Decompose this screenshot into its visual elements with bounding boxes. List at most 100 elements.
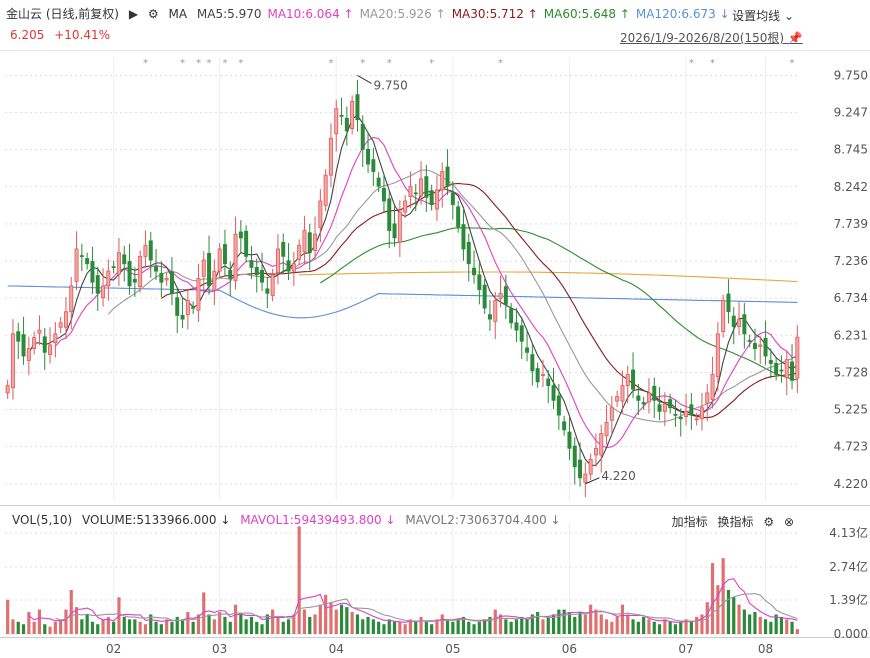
candle-body (413, 192, 418, 195)
volume-bar (419, 616, 423, 634)
volume-bar (536, 611, 540, 634)
candle-body (42, 336, 47, 353)
volume-bar (302, 609, 307, 634)
candle-body (201, 259, 206, 277)
candle-body (615, 396, 620, 402)
ma-settings-button[interactable]: 设置均线 ⌄ (732, 9, 794, 23)
candle-body (101, 285, 106, 299)
candle-body (281, 241, 286, 257)
volume-bar (48, 626, 52, 634)
ma-value-2: MA20:5.926 ↑ (359, 7, 446, 21)
candle-body (578, 459, 583, 479)
volume-bar (461, 616, 466, 634)
candle-body (699, 407, 704, 420)
candle-body (85, 258, 90, 265)
stock-name[interactable]: 金山云 (日线,前复权) (6, 7, 119, 21)
volume-bar (748, 614, 752, 634)
candle-body (212, 270, 217, 291)
candle-body (196, 278, 201, 311)
pin-icon[interactable]: 📌 (787, 31, 803, 45)
price-tick-label: 5.728 (834, 365, 868, 379)
event-marker: * (498, 58, 503, 69)
candle-body (122, 254, 127, 265)
candle-body (710, 374, 715, 400)
volume-bar (599, 614, 603, 634)
volume-bar (74, 607, 79, 634)
volume-bar (276, 616, 280, 634)
candle-body (657, 404, 662, 412)
volume-bar (382, 624, 386, 634)
volume-bar (620, 604, 625, 634)
candle-body (265, 288, 270, 294)
volume-bar (138, 621, 142, 634)
change-indicator-button[interactable]: 换指标 (717, 515, 754, 529)
volume-bar (361, 619, 365, 634)
candle-body (556, 395, 561, 416)
volume-bar (763, 619, 768, 634)
play-icon[interactable]: ▶ (128, 7, 139, 21)
candle-body (48, 344, 53, 355)
candle-body (646, 392, 651, 403)
candle-body (450, 192, 455, 206)
volume-bar (557, 609, 561, 634)
volume-bar (753, 611, 757, 634)
candle-body (10, 333, 15, 389)
candle-body (58, 322, 63, 328)
gear-icon[interactable]: ⚙ (147, 7, 159, 21)
volume-bar (345, 607, 349, 634)
candle-body (466, 241, 471, 265)
candle-body (737, 318, 742, 327)
candle-body (535, 368, 540, 383)
chevron-down-icon: ⌄ (783, 9, 794, 23)
volume-bar (255, 621, 259, 634)
vol-label[interactable]: VOL(5,10) (12, 513, 73, 527)
volume-bar (27, 611, 31, 634)
gear-icon[interactable]: ⚙ (763, 515, 775, 529)
ma-label[interactable]: MA (168, 7, 188, 21)
candle-body (689, 404, 694, 416)
volume-bar (435, 619, 439, 634)
event-marker: * (360, 58, 365, 69)
candle-body (222, 244, 227, 265)
volume-bar (483, 619, 487, 634)
candle-body (154, 266, 159, 272)
candle-body (514, 322, 519, 331)
candle-body (233, 233, 238, 282)
volume-bar (308, 616, 312, 634)
candle-body (731, 315, 736, 327)
candle-body (472, 267, 477, 276)
volume-bar (573, 616, 577, 634)
candle-body (95, 275, 100, 294)
high-label: 9.750 (373, 78, 407, 92)
volume-bar (774, 614, 778, 634)
add-indicator-button[interactable]: 加指标 (671, 515, 708, 529)
candle-body (768, 360, 773, 364)
volume-bar (32, 621, 36, 634)
event-marker: * (180, 58, 185, 69)
volume-bar (196, 614, 201, 634)
date-range[interactable]: 2026/1/9-2026/8/20(150根) 📌 (620, 31, 803, 45)
volume-bar (604, 619, 609, 634)
volume-bar (329, 602, 333, 634)
volume-bar (589, 604, 593, 634)
volume-bar (642, 616, 646, 634)
volume-bar (355, 614, 360, 634)
price-tick-label: 4.220 (834, 477, 868, 491)
candle-body (366, 148, 371, 165)
price-tick-label: 6.734 (834, 291, 868, 305)
volume-bar (673, 624, 678, 634)
low-label: 4.220 (601, 469, 635, 483)
volume-bar (663, 619, 667, 634)
ma120-line (7, 285, 798, 319)
price-tick-label: 8.745 (834, 143, 868, 157)
candle-body (408, 185, 413, 197)
volume-bar (85, 614, 89, 634)
volume-bar (530, 614, 534, 634)
month-label: 07 (678, 642, 693, 656)
price-tick-label: 7.739 (834, 217, 868, 231)
close-icon[interactable]: ⊗ (783, 515, 794, 529)
candle-body (63, 311, 68, 328)
candle-body (715, 333, 720, 378)
candle-body (551, 385, 556, 401)
